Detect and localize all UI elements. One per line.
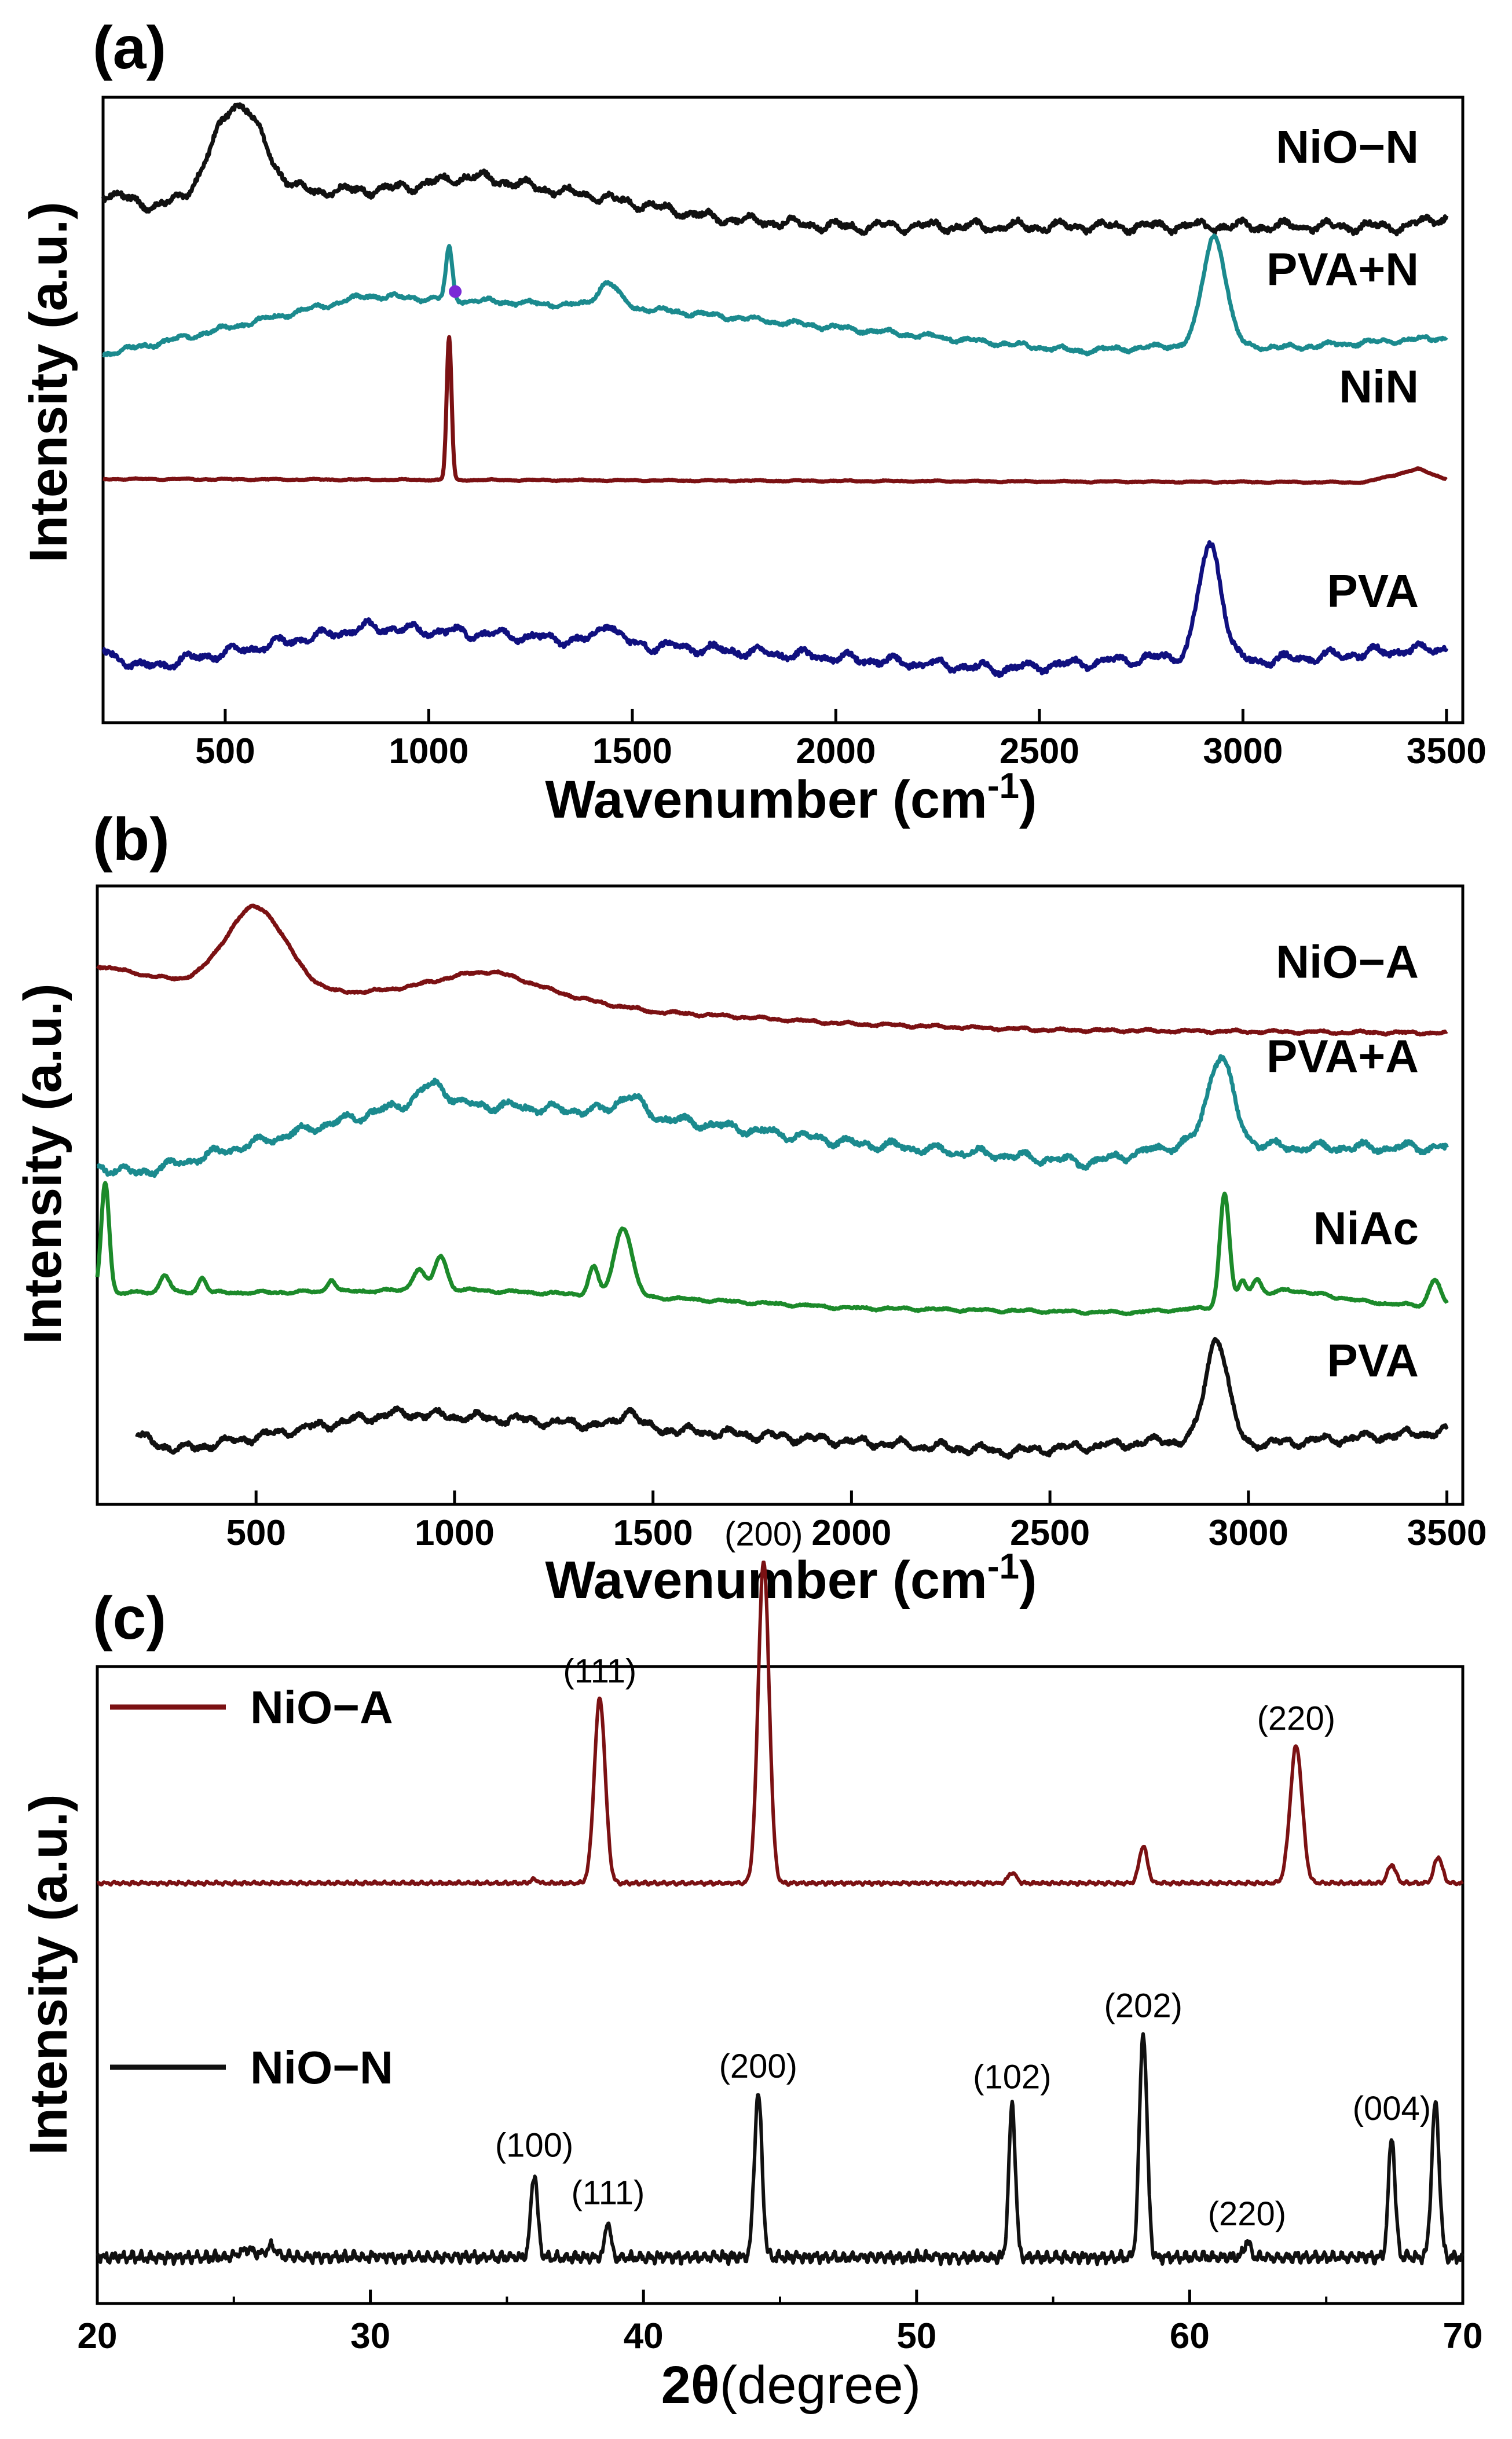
series-line-2 [96,1054,1449,1178]
x-tick-label: 3500 [1407,731,1487,771]
ylabel-c: Intensity (a.u.) [19,1794,78,2155]
miller-index-label: (111) [571,2174,645,2211]
legend-c: NiO−A NiO−N [110,1682,393,2093]
miller-index-label: (220) [1208,2195,1286,2233]
miller-index-label: (100) [495,2127,573,2165]
miller-index-label: (200) [724,1515,803,1553]
series-line-3 [101,335,1448,485]
series-label-3: NiN [1339,361,1419,412]
x-tick-label: 500 [195,731,255,771]
x-tick-label: 3000 [1209,1513,1288,1553]
series-line-1 [96,903,1448,1037]
miller-index-label: (004) [1353,2090,1431,2127]
panel-label-b: (b) [93,806,170,873]
x-tick-label: 1000 [415,1513,495,1553]
miller-index-label: (202) [1104,1987,1182,2024]
x-tick-label: 60 [1170,2316,1210,2356]
series-label-1: NiO−N [1276,121,1419,173]
x-tick-label: 3000 [1203,731,1283,771]
series-label-2: PVA+A [1266,1031,1419,1082]
x-tick-label: 500 [226,1513,285,1553]
series-line-2 [101,233,1448,358]
series-line-1 [101,102,1449,237]
legend-label-2: NiO−N [250,2042,393,2093]
panel-label-c: (c) [93,1585,166,1652]
x-tick-label: 2000 [796,731,876,771]
miller-index-label: (102) [973,2058,1051,2096]
series-line-2 [96,2032,1465,2266]
plot-area-a: 500 1000 1500 2000 2500 3000 3500 NiO−N PVA+N NiN… [101,102,1487,771]
x-tick-label: 1500 [613,1513,693,1553]
x-tick-label: 40 [624,2316,664,2356]
peak-marker [449,285,462,298]
xlabel-a: Wavenumber (cm-1) [545,766,1037,829]
ylabel-b: Intensity (a.u.) [13,983,72,1345]
miller-index-label: (220) [1257,1700,1335,1737]
plot-area-b: 500 1000 1500 2000 2500 3000 3500 NiO−A PVA+A NiA… [95,903,1487,1553]
series-label-3: NiAc [1313,1203,1419,1254]
series-label-4: PVA [1327,1335,1419,1386]
x-tick-label: 3500 [1407,1513,1487,1553]
series-line-3 [95,1181,1449,1317]
series-line-4 [135,1337,1449,1460]
series-line-1 [96,1561,1464,1887]
x-tick-label: 1500 [592,731,672,771]
xlabel-b: Wavenumber (cm-1) [545,1547,1037,1610]
x-tick-label: 2500 [1000,731,1079,771]
legend-label-1: NiO−A [250,1682,393,1733]
x-tick-label: 1000 [389,731,468,771]
axes-frame-a [101,96,1465,724]
x-tick-label: 30 [350,2316,390,2356]
x-tick-label: 50 [896,2316,936,2356]
x-tick-label: 20 [78,2316,118,2356]
axes-frame-b [96,884,1465,1506]
ylabel-a: Intensity (a.u.) [19,202,78,563]
plot-area-c: 20 30 40 50 60 70 (111) (200) (220) (100) (111) (20… [78,1515,1483,2356]
xlabel-c: 2θ(degree) [661,2356,921,2415]
series-line-4 [101,540,1449,679]
miller-index-label: (200) [719,2048,797,2085]
miller-index-label: (111) [563,1653,636,1690]
x-tick-label: 2500 [1010,1513,1090,1553]
series-label-4: PVA [1327,565,1419,617]
x-tick-label: 2000 [811,1513,891,1553]
panel-label-a: (a) [93,14,166,82]
series-label-2: PVA+N [1266,243,1419,295]
x-tick-label: 70 [1443,2316,1483,2356]
series-label-1: NiO−A [1276,936,1419,988]
